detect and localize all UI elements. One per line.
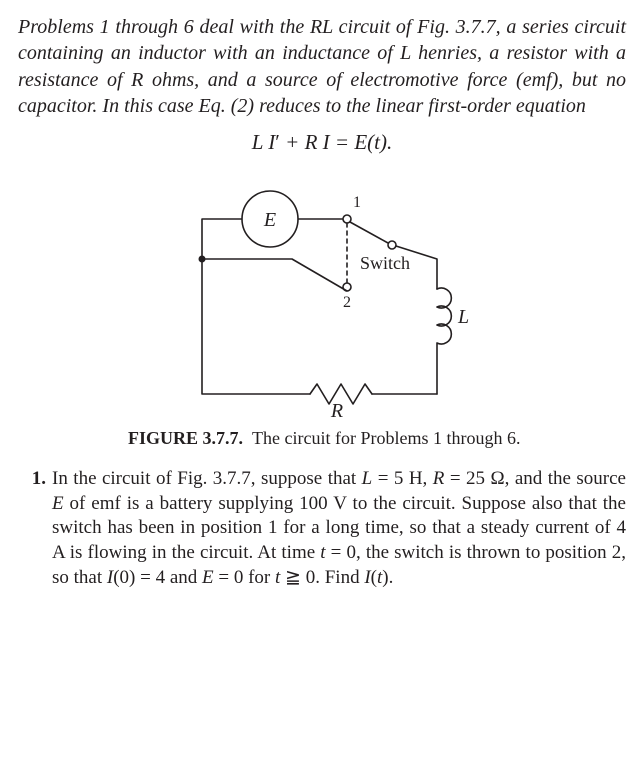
label-R: R xyxy=(330,400,343,419)
problem-1: 1. In the circuit of Fig. 3.7.7, suppose… xyxy=(18,467,626,590)
page: Problems 1 through 6 deal with the RL ci… xyxy=(0,0,644,609)
label-pos2: 2 xyxy=(343,294,351,311)
label-E: E xyxy=(263,209,276,231)
figure: E 1 2 Switch L R xyxy=(18,169,626,419)
figure-caption: FIGURE 3.7.7. The circuit for Problems 1… xyxy=(128,427,528,450)
label-L: L xyxy=(457,306,469,328)
problem-body: In the circuit of Fig. 3.7.7, suppose th… xyxy=(52,467,626,590)
figure-caption-body: The circuit for Problems 1 through 6. xyxy=(252,428,520,448)
equation: L I′ + R I = E(t). xyxy=(18,130,626,155)
intro-paragraph: Problems 1 through 6 deal with the RL ci… xyxy=(18,14,626,120)
label-pos1: 1 xyxy=(353,194,361,211)
problem-number: 1. xyxy=(18,467,52,590)
circuit-diagram-svg: E 1 2 Switch L R xyxy=(162,169,482,419)
label-switch: Switch xyxy=(360,253,410,273)
figure-caption-label: FIGURE 3.7.7. xyxy=(128,428,243,448)
